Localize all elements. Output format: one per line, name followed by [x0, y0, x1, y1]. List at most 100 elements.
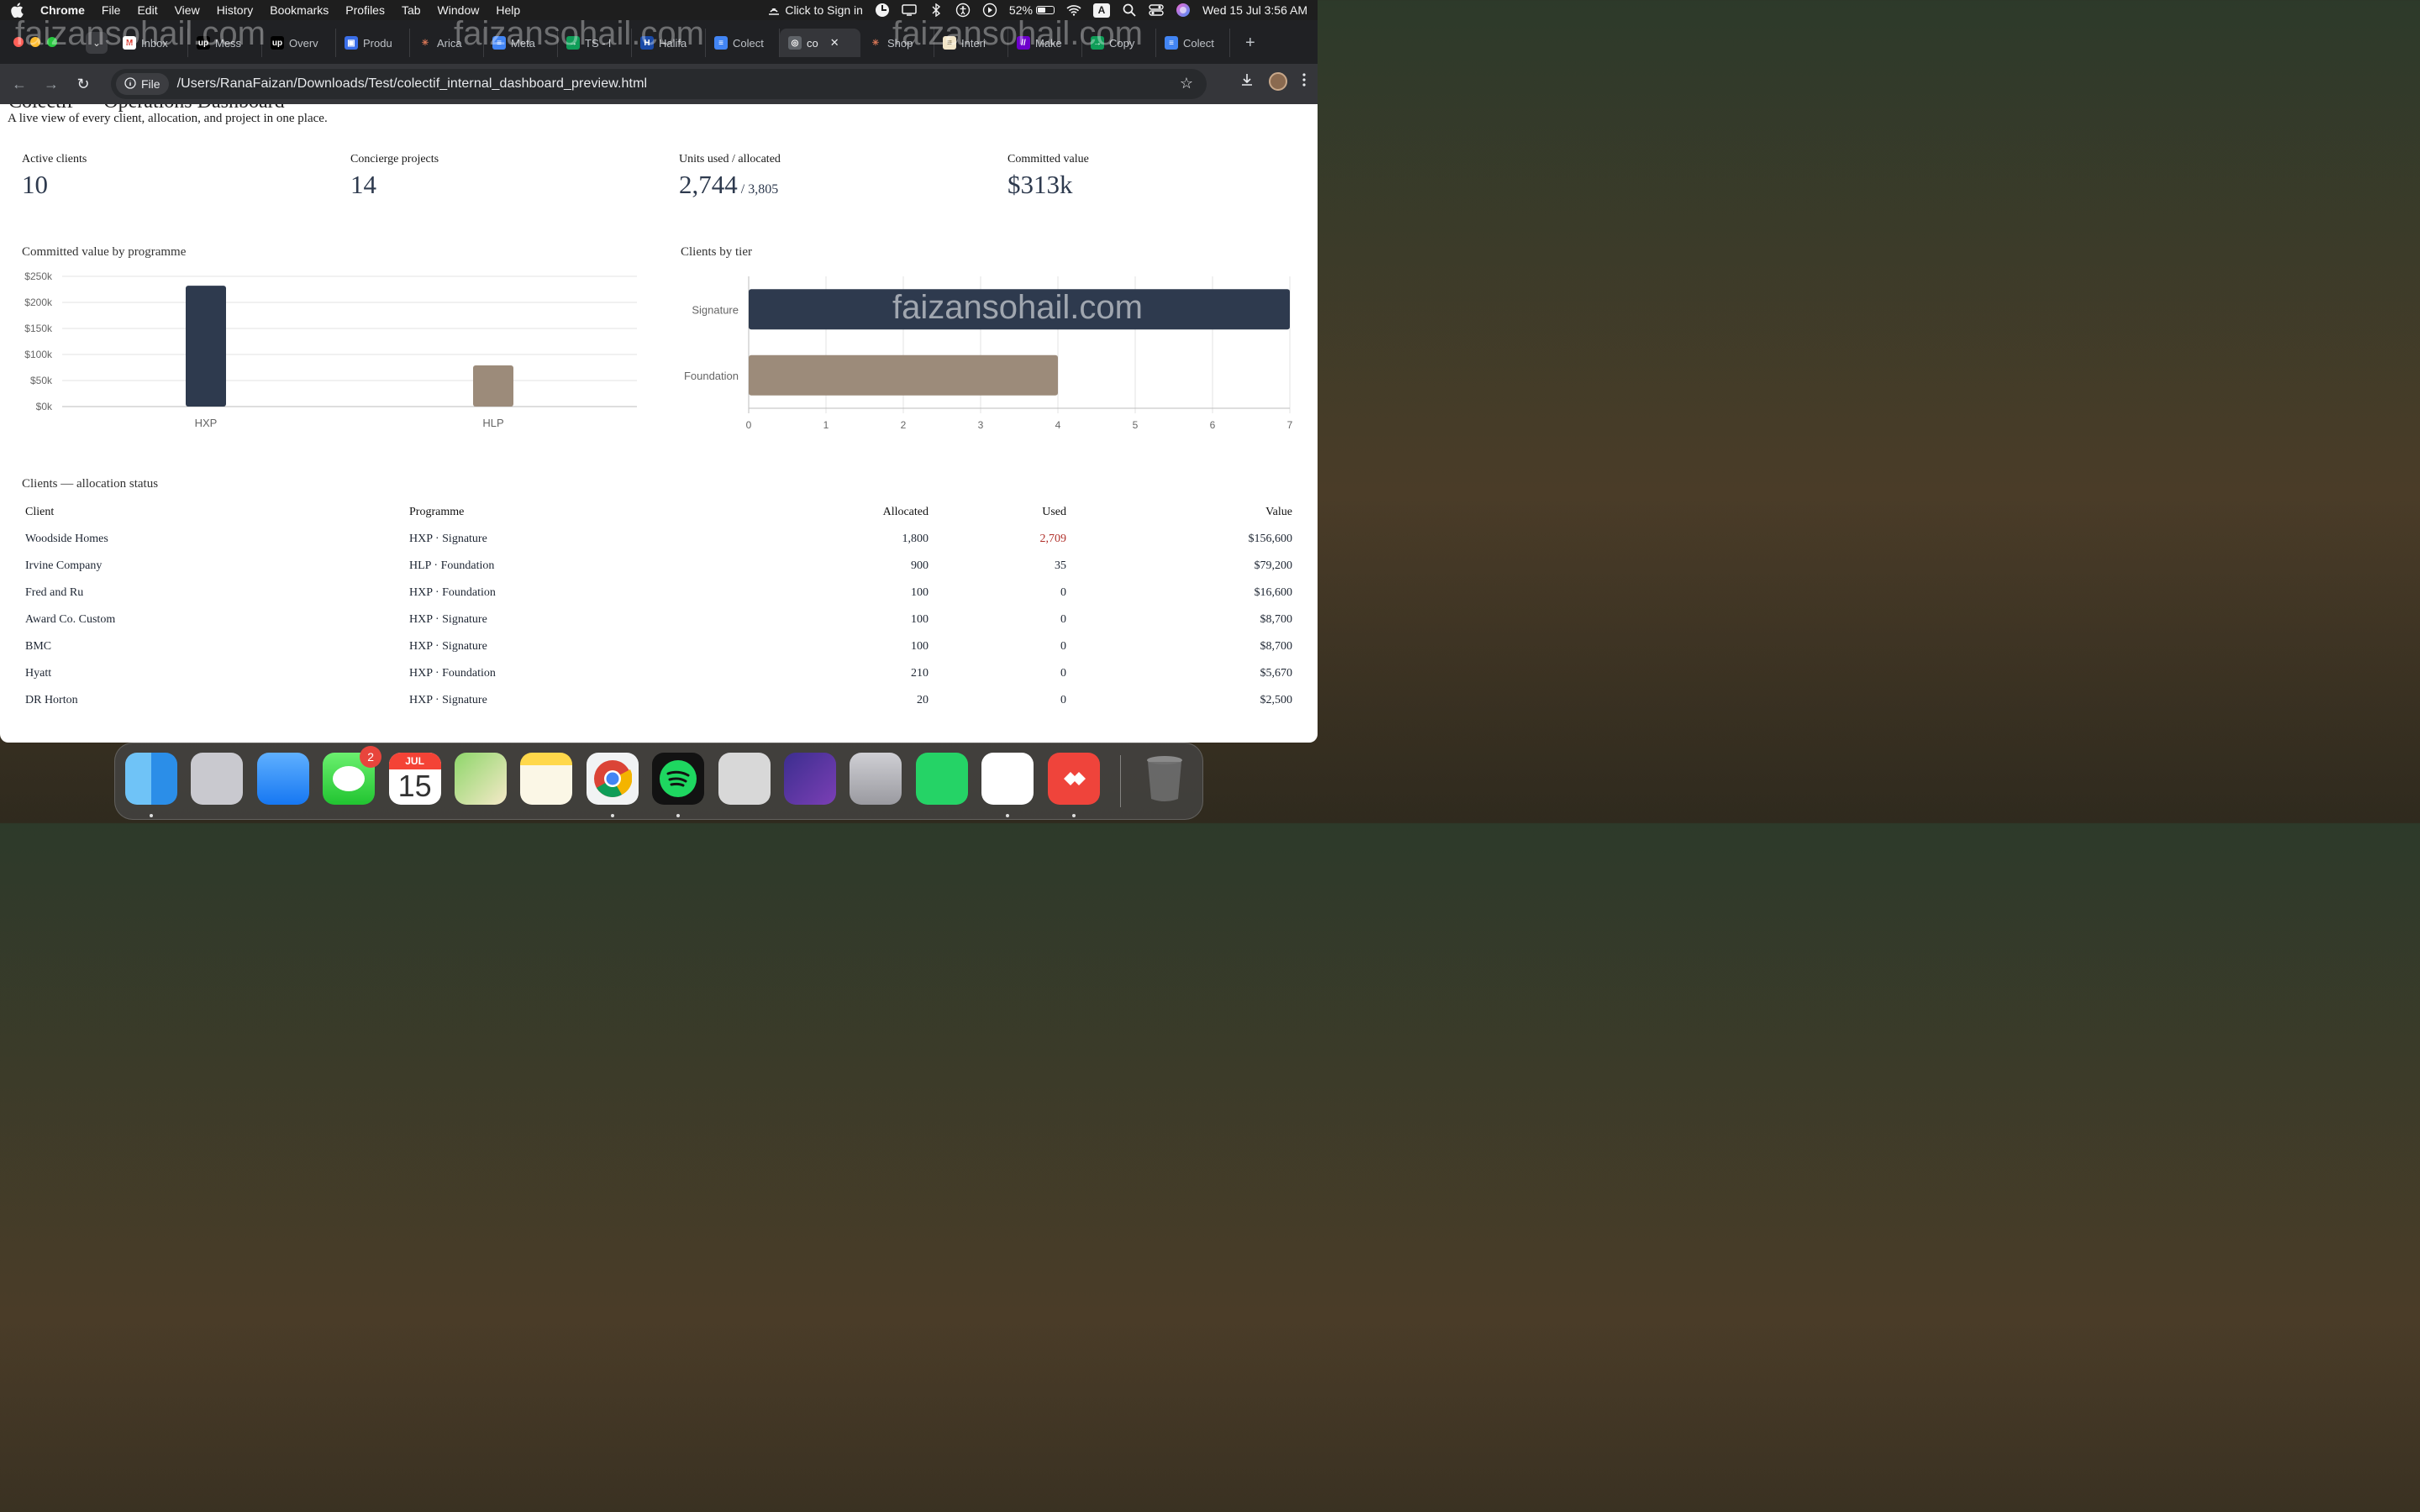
calculator-icon[interactable]: [718, 753, 771, 805]
reload-button[interactable]: ↻: [71, 71, 96, 97]
x-tick-label: 2: [901, 419, 907, 431]
table-row[interactable]: Fred and Ru HXP · Foundation 100 0 $16,600: [22, 580, 1296, 606]
table-row[interactable]: BMC HXP · Signature 100 0 $8,700: [22, 633, 1296, 660]
iphone-mirroring-icon[interactable]: [850, 753, 902, 805]
browser-tab[interactable]: ≡ Colect: [1156, 29, 1230, 57]
anydesk-icon[interactable]: [1047, 753, 1100, 805]
table-row[interactable]: Hyatt HXP · Foundation 210 0 $5,670: [22, 660, 1296, 687]
gmail-icon: M: [123, 36, 136, 50]
profile-avatar[interactable]: [1269, 72, 1287, 91]
site-info-chip[interactable]: File: [116, 73, 169, 95]
launchpad-icon[interactable]: [191, 753, 244, 805]
whatsapp-icon[interactable]: [915, 753, 968, 805]
bookmark-star-icon[interactable]: ☆: [1179, 75, 1193, 92]
tab-label: Colect: [733, 36, 764, 50]
menu-edit[interactable]: Edit: [137, 3, 158, 17]
notes-icon[interactable]: [520, 753, 573, 805]
maps-icon[interactable]: [455, 753, 507, 805]
play-circle-icon[interactable]: [982, 3, 997, 18]
bar-foundation[interactable]: [749, 354, 1058, 396]
forward-button[interactable]: →: [39, 71, 64, 97]
browser-tab[interactable]: up Overv: [262, 29, 336, 57]
dock: 2 JUL 15: [114, 743, 1203, 820]
menu-bookmarks[interactable]: Bookmarks: [270, 3, 329, 17]
zoom-window-button[interactable]: [47, 37, 57, 47]
control-center-icon[interactable]: [1149, 3, 1164, 18]
battery-status[interactable]: 52%: [1009, 3, 1055, 17]
browser-tab[interactable]: ≡ Interi: [934, 29, 1008, 57]
browser-tab[interactable]: ◎ co ✕: [780, 29, 860, 57]
siri-icon[interactable]: [1176, 3, 1191, 18]
browser-tab[interactable]: up Mess: [188, 29, 262, 57]
browser-tab[interactable]: ✳ Shop: [860, 29, 934, 57]
bar-signature[interactable]: [749, 289, 1290, 330]
download-icon[interactable]: [1240, 73, 1254, 91]
cell-value: $5,670: [1260, 667, 1293, 680]
address-bar[interactable]: File /Users/RanaFaizan/Downloads/Test/co…: [111, 69, 1207, 99]
tab-search-button[interactable]: ⌄: [86, 32, 108, 54]
chrome-logo: [593, 760, 632, 797]
table-row[interactable]: Irvine Company HLP · Foundation 900 35 $79,2…: [22, 553, 1296, 580]
finder-icon[interactable]: [125, 753, 177, 805]
firefox-icon[interactable]: [784, 753, 836, 805]
browser-tab[interactable]: M Inbox: [114, 29, 188, 57]
docs-icon: ≡: [714, 36, 728, 50]
browser-tab[interactable]: ≡ Meta: [484, 29, 558, 57]
menu-window[interactable]: Window: [437, 3, 480, 17]
input-source-indicator[interactable]: A: [1092, 3, 1110, 18]
mail-icon[interactable]: [256, 753, 309, 805]
bluetooth-icon[interactable]: [929, 3, 944, 18]
menu-help[interactable]: Help: [496, 3, 521, 17]
close-window-button[interactable]: [13, 37, 24, 47]
bar-hxp[interactable]: [186, 286, 226, 407]
calendar-icon[interactable]: JUL 15: [388, 753, 441, 805]
upwork-icon: up: [271, 36, 284, 50]
browser-tab[interactable]: ▣ Produ: [336, 29, 410, 57]
wifi-icon[interactable]: [1066, 3, 1081, 18]
menu-file[interactable]: File: [101, 3, 121, 17]
bar-hlp[interactable]: [473, 365, 513, 407]
site-info-label: File: [141, 77, 160, 91]
new-tab-button[interactable]: +: [1245, 34, 1255, 53]
menu-history[interactable]: History: [216, 3, 254, 17]
apple-menu-icon[interactable]: [10, 3, 25, 18]
more-menu-icon[interactable]: [1302, 72, 1306, 91]
minimize-window-button[interactable]: [30, 37, 40, 47]
table-row[interactable]: Award Co. Custom HXP · Signature 100 0 $8,70…: [22, 606, 1296, 633]
close-tab-icon[interactable]: ✕: [829, 36, 839, 49]
upwork-icon: up: [197, 36, 210, 50]
kpi-units-used: Units used / allocated 2,744 / 3,805: [679, 153, 781, 200]
menu-view[interactable]: View: [174, 3, 200, 17]
table-row[interactable]: DR Horton HXP · Signature 20 0 $2,500: [22, 687, 1296, 714]
table-row[interactable]: Woodside Homes HXP · Signature 1,800 2,709 $…: [22, 526, 1296, 553]
docs-icon: ≡: [492, 36, 506, 50]
running-indicator: [1071, 814, 1076, 817]
browser-tab[interactable]: → TS - l: [558, 29, 632, 57]
browser-tab[interactable]: → Copy: [1082, 29, 1156, 57]
url-text[interactable]: /Users/RanaFaizan/Downloads/Test/colecti…: [176, 76, 648, 91]
browser-tab[interactable]: ✳ Arica: [410, 29, 484, 57]
sign-in-status[interactable]: Click to Sign in: [766, 3, 863, 18]
arrow-left-icon: ←: [12, 75, 27, 92]
chrome-icon[interactable]: [586, 753, 639, 805]
menu-tab[interactable]: Tab: [401, 3, 421, 17]
clock[interactable]: Wed 15 Jul 3:56 AM: [1202, 3, 1307, 17]
spotlight-search-icon[interactable]: [1122, 3, 1137, 18]
trash-icon[interactable]: [1139, 753, 1191, 805]
back-button[interactable]: ←: [7, 71, 32, 97]
accessibility-icon[interactable]: [955, 3, 971, 18]
cell-client: BMC: [25, 640, 52, 653]
menu-app-name[interactable]: Chrome: [40, 3, 85, 17]
speech-bubble-icon: [333, 766, 366, 791]
cell-programme: HXP · Signature: [409, 640, 487, 653]
browser-tab[interactable]: // Make: [1008, 29, 1082, 57]
kpi-allocated-total: / 3,805: [737, 182, 779, 197]
menu-profiles[interactable]: Profiles: [345, 3, 385, 17]
browser-tab[interactable]: H Halifa: [632, 29, 706, 57]
browser-tab[interactable]: ≡ Colect: [706, 29, 780, 57]
slack-icon[interactable]: [981, 753, 1034, 805]
focus-icon[interactable]: [875, 3, 890, 18]
messages-icon[interactable]: 2: [323, 746, 382, 805]
spotify-icon[interactable]: [652, 753, 705, 805]
display-icon[interactable]: [902, 3, 917, 18]
